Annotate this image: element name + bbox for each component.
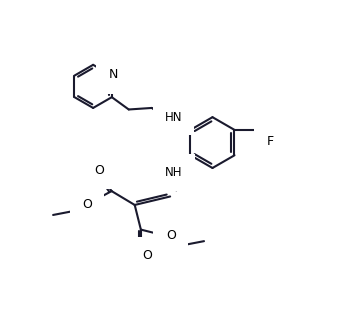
Text: O: O xyxy=(94,164,104,177)
Text: O: O xyxy=(82,198,92,212)
Text: HN: HN xyxy=(165,111,182,124)
Text: N: N xyxy=(108,68,118,81)
Text: F: F xyxy=(266,113,273,126)
Text: NH: NH xyxy=(165,166,183,179)
Text: F: F xyxy=(272,124,279,137)
Text: F: F xyxy=(266,135,273,148)
Text: O: O xyxy=(166,229,176,242)
Text: O: O xyxy=(142,249,152,262)
